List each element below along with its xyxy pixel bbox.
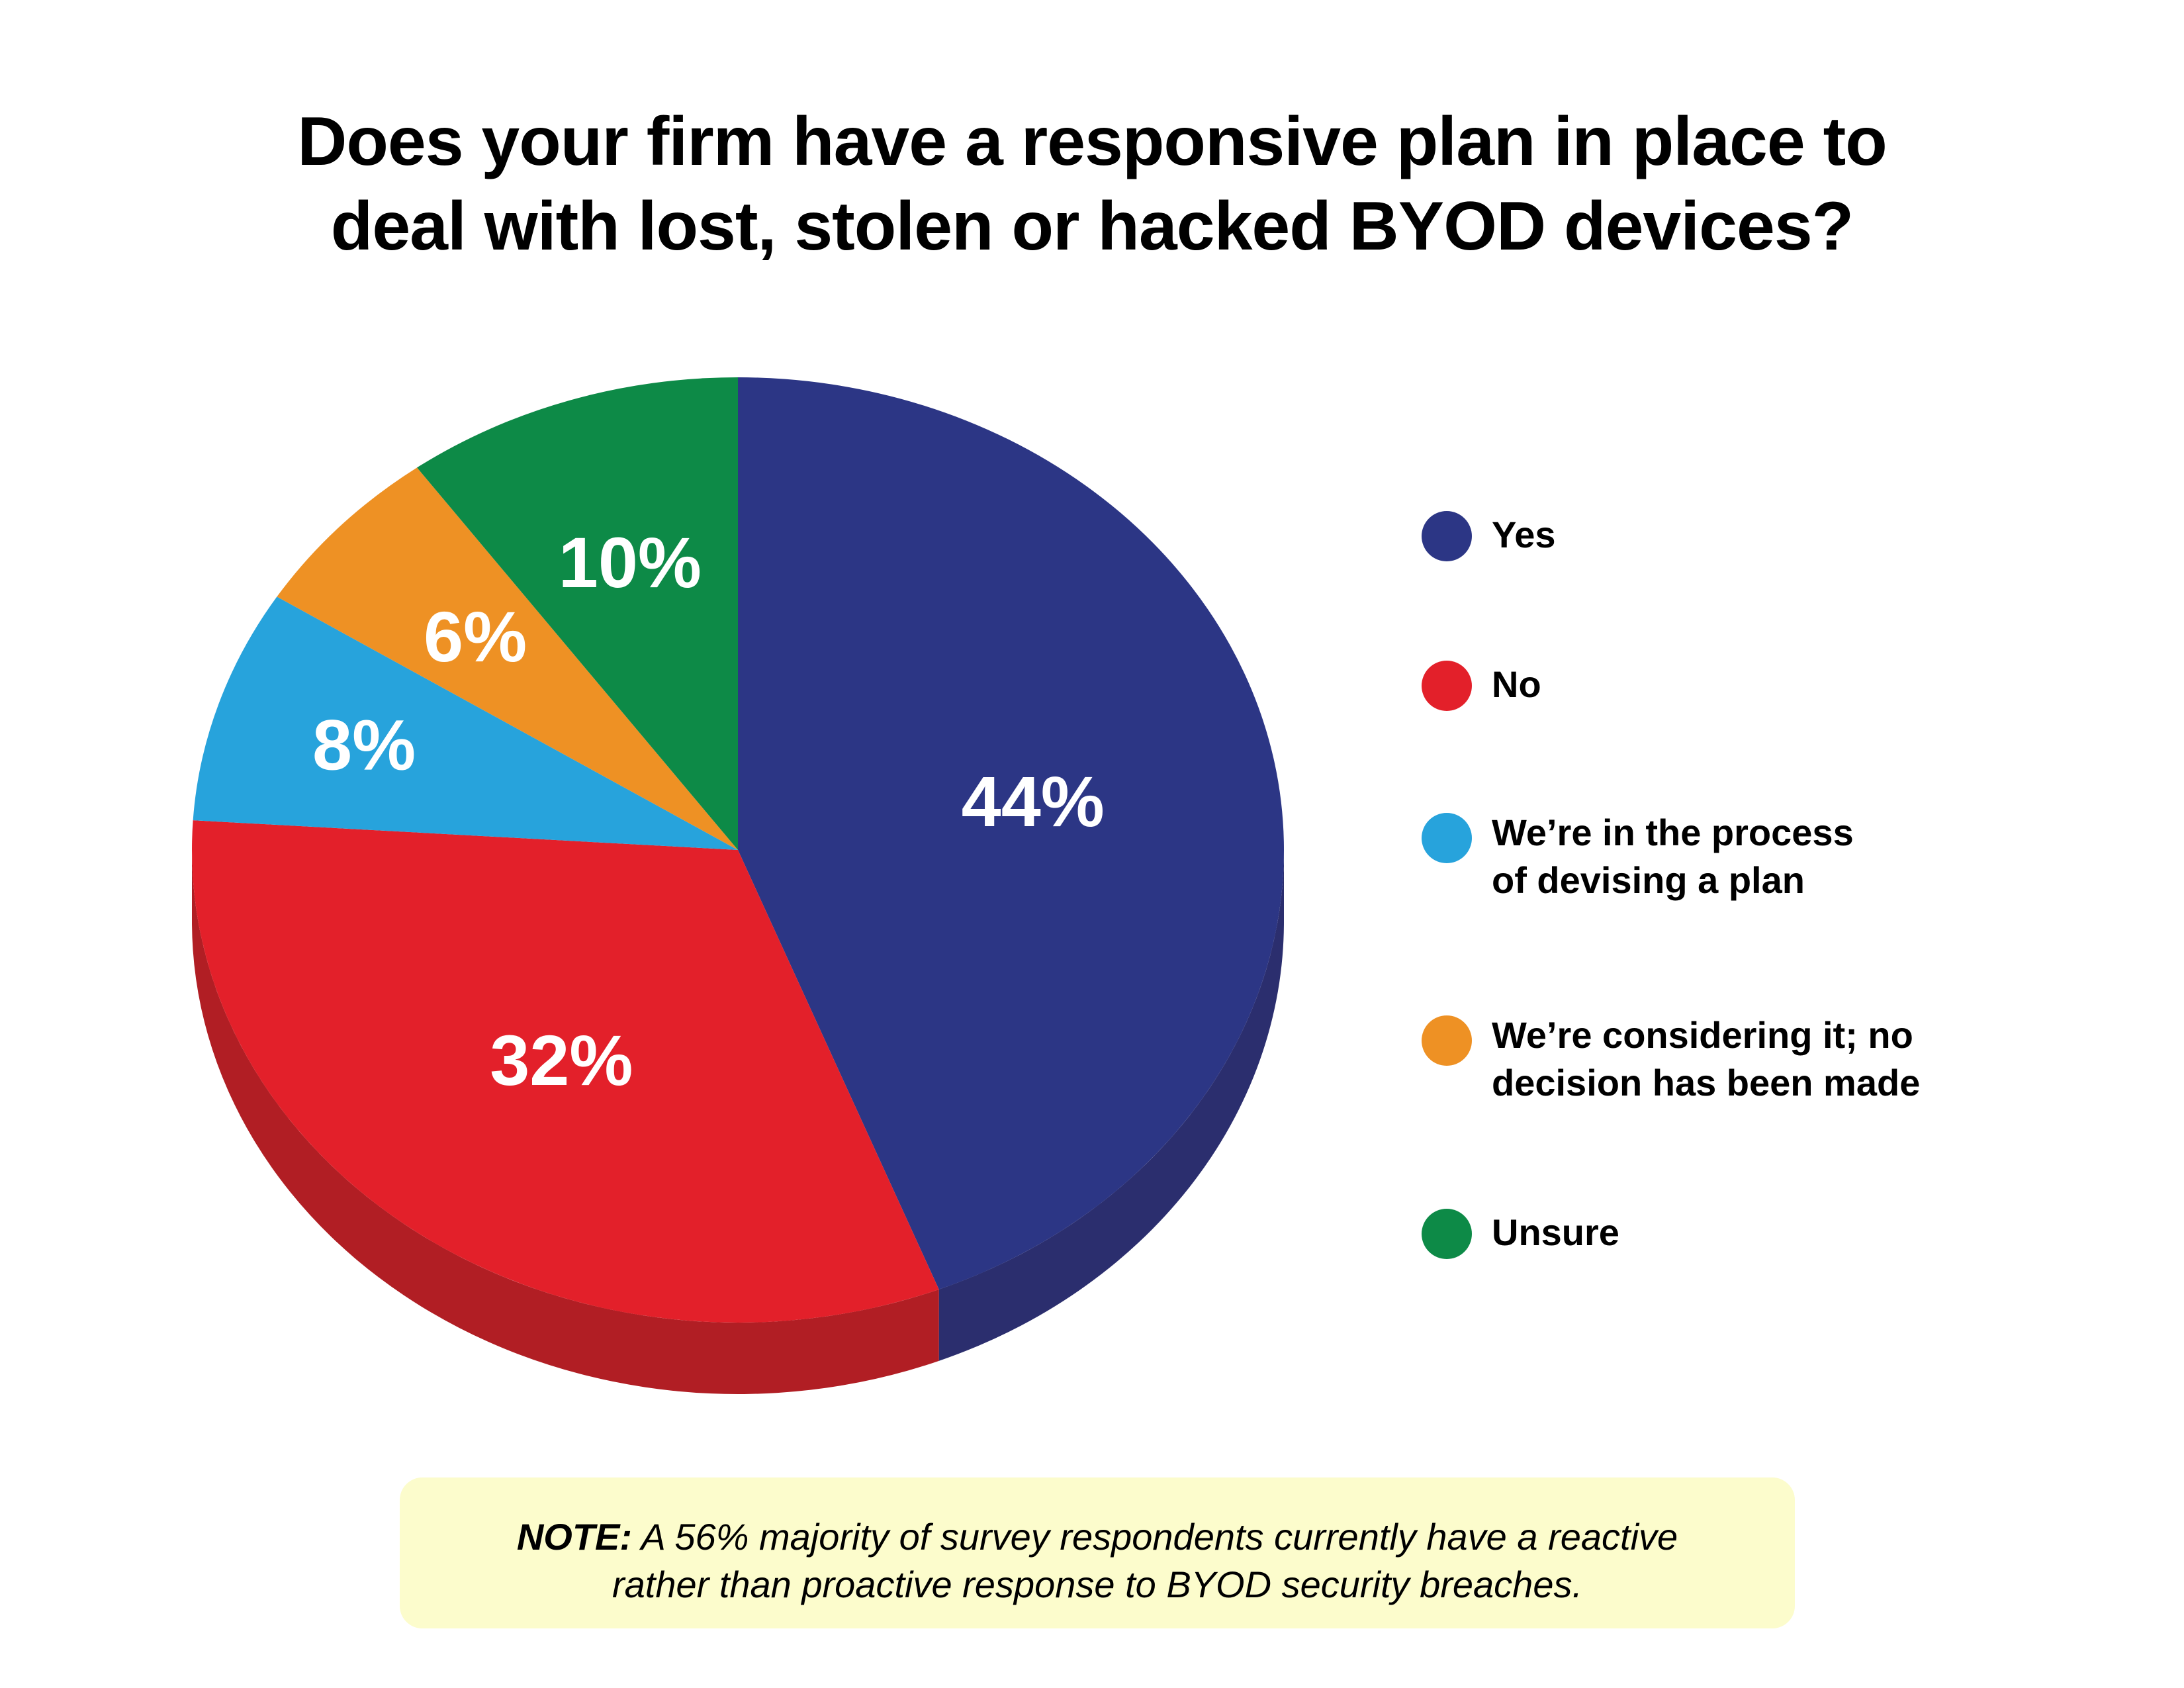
pie-value-labels: 44% 32% 8%6% 10% (312, 522, 1105, 1100)
note-text: NOTE: A 56% majority of survey responden… (400, 1513, 1795, 1609)
legend-label-unsure: Unsure (1492, 1211, 1619, 1253)
chart-title-line-2: deal with lost, stolen or hacked BYOD de… (330, 188, 1854, 265)
legend-swatch-considering (1422, 1015, 1472, 1066)
pie-slice-no (192, 820, 939, 1323)
pie-slice-devising (193, 596, 739, 850)
legend-label-considering: We’re considering it; no decision has be… (1492, 1014, 1921, 1103)
pie-side-no (192, 850, 939, 1395)
legend-swatch-unsure (1422, 1209, 1472, 1259)
pie-side-yes (938, 850, 1284, 1361)
pie-slice-considering (277, 467, 739, 850)
pie-label-yes: 44% (962, 761, 1105, 841)
legend-swatch-yes (1422, 511, 1472, 561)
legend-label-devising: We’re in the process of devising a plan (1492, 812, 1854, 901)
pie-label-no: 32% (490, 1020, 633, 1100)
note-line-1: NOTE: A 56% majority of survey responden… (516, 1516, 1678, 1558)
pie-slice-yes (738, 377, 1285, 1289)
pie-slices (192, 377, 1285, 1323)
pie-slice-unsure (417, 377, 738, 850)
legend-swatch-devising (1422, 813, 1472, 863)
pie-chart: 44% 32% 8%6% 10% (192, 377, 1285, 1395)
note-box: NOTE: A 56% majority of survey responden… (400, 1477, 1795, 1628)
pie-label-considering: 6% (424, 596, 527, 677)
legend-swatch-no (1422, 661, 1472, 711)
pie-side-walls (192, 850, 1284, 1395)
legend-label-no: No (1492, 663, 1541, 705)
pie-label-devising: 8% (312, 705, 416, 785)
note-line-2: rather than proactive response to BYOD s… (612, 1564, 1583, 1605)
note-label: NOTE: (516, 1516, 633, 1558)
pie-label-unsure: 10% (559, 522, 702, 602)
legend-label-yes: Yes (1492, 514, 1556, 555)
chart-title-line-1: Does your firm have a responsive plan in… (297, 103, 1888, 180)
chart-title: Does your firm have a responsive plan in… (0, 99, 2184, 269)
